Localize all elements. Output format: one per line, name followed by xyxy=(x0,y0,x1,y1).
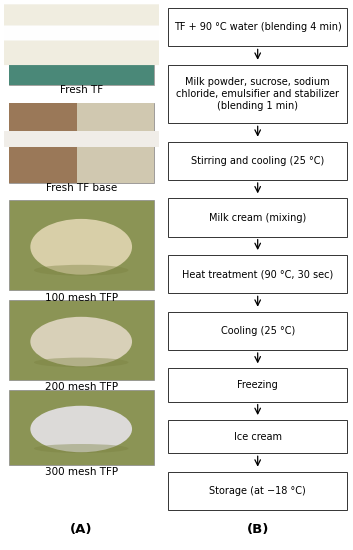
Circle shape xyxy=(0,131,353,147)
Circle shape xyxy=(0,41,353,60)
Bar xyxy=(168,255,347,293)
Text: Milk cream (mixing): Milk cream (mixing) xyxy=(209,212,306,223)
Ellipse shape xyxy=(34,265,128,276)
Bar xyxy=(168,141,347,180)
Text: TF + 90 °C water (blending 4 min): TF + 90 °C water (blending 4 min) xyxy=(174,22,342,32)
Text: 300 mesh TFP: 300 mesh TFP xyxy=(44,467,118,477)
Circle shape xyxy=(0,10,353,30)
Bar xyxy=(168,65,347,123)
Bar xyxy=(168,420,347,453)
Circle shape xyxy=(0,30,353,48)
Circle shape xyxy=(0,4,353,24)
Circle shape xyxy=(0,26,353,40)
Text: Storage (at −18 °C): Storage (at −18 °C) xyxy=(209,486,306,496)
Circle shape xyxy=(0,131,353,147)
Bar xyxy=(8,300,154,380)
Circle shape xyxy=(0,45,353,64)
Circle shape xyxy=(0,26,353,40)
Circle shape xyxy=(0,13,353,32)
Bar xyxy=(8,103,154,183)
Bar xyxy=(8,200,154,290)
Text: Cooling (25 °C): Cooling (25 °C) xyxy=(221,326,295,336)
Bar xyxy=(168,8,347,46)
Text: (A): (A) xyxy=(70,524,92,536)
Circle shape xyxy=(0,11,353,30)
Circle shape xyxy=(0,26,353,40)
Bar xyxy=(168,198,347,236)
Text: Fresh TF: Fresh TF xyxy=(60,85,103,95)
Bar xyxy=(8,63,154,85)
Bar xyxy=(8,390,154,465)
Circle shape xyxy=(0,131,353,147)
Text: (B): (B) xyxy=(246,524,269,536)
Ellipse shape xyxy=(30,219,132,274)
Circle shape xyxy=(0,17,353,36)
Ellipse shape xyxy=(34,358,128,367)
Bar xyxy=(8,103,77,183)
Circle shape xyxy=(0,16,353,35)
Circle shape xyxy=(0,26,353,40)
Bar xyxy=(168,312,347,350)
Text: Ice cream: Ice cream xyxy=(234,432,282,442)
Ellipse shape xyxy=(34,444,128,453)
Bar xyxy=(8,5,154,85)
Text: 200 mesh TFP: 200 mesh TFP xyxy=(44,382,118,392)
Circle shape xyxy=(0,38,353,57)
Text: Freezing: Freezing xyxy=(237,380,278,390)
Circle shape xyxy=(0,26,353,40)
Text: Heat treatment (90 °C, 30 sec): Heat treatment (90 °C, 30 sec) xyxy=(182,269,333,279)
Ellipse shape xyxy=(30,406,132,452)
Text: Stirring and cooling (25 °C): Stirring and cooling (25 °C) xyxy=(191,156,324,166)
Text: 100 mesh TFP: 100 mesh TFP xyxy=(44,293,118,303)
Text: Milk powder, sucrose, sodium
chloride, emulsifier and stabilizer
(blending 1 min: Milk powder, sucrose, sodium chloride, e… xyxy=(176,78,339,111)
Bar xyxy=(168,368,347,402)
Circle shape xyxy=(0,131,353,147)
Bar xyxy=(77,103,154,183)
Circle shape xyxy=(0,46,353,65)
Circle shape xyxy=(0,26,353,40)
Bar xyxy=(168,471,347,510)
Ellipse shape xyxy=(30,317,132,366)
Text: Fresh TF base: Fresh TF base xyxy=(46,183,117,193)
Circle shape xyxy=(0,16,353,35)
